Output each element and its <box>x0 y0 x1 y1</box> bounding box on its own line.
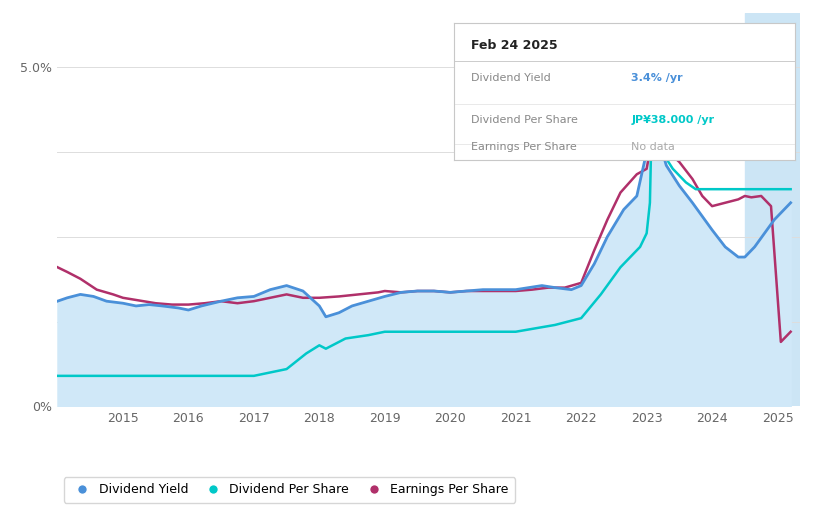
Text: Dividend Yield: Dividend Yield <box>471 74 551 83</box>
Text: Feb 24 2025: Feb 24 2025 <box>471 39 557 52</box>
Text: Past: Past <box>750 38 776 51</box>
Legend: Dividend Yield, Dividend Per Share, Earnings Per Share: Dividend Yield, Dividend Per Share, Earn… <box>64 477 515 502</box>
Text: JP¥38.000 /yr: JP¥38.000 /yr <box>631 115 714 125</box>
Text: Dividend Per Share: Dividend Per Share <box>471 115 578 125</box>
Bar <box>745 13 800 406</box>
Text: No data: No data <box>631 142 675 152</box>
Text: Earnings Per Share: Earnings Per Share <box>471 142 577 152</box>
Text: 3.4% /yr: 3.4% /yr <box>631 74 683 83</box>
